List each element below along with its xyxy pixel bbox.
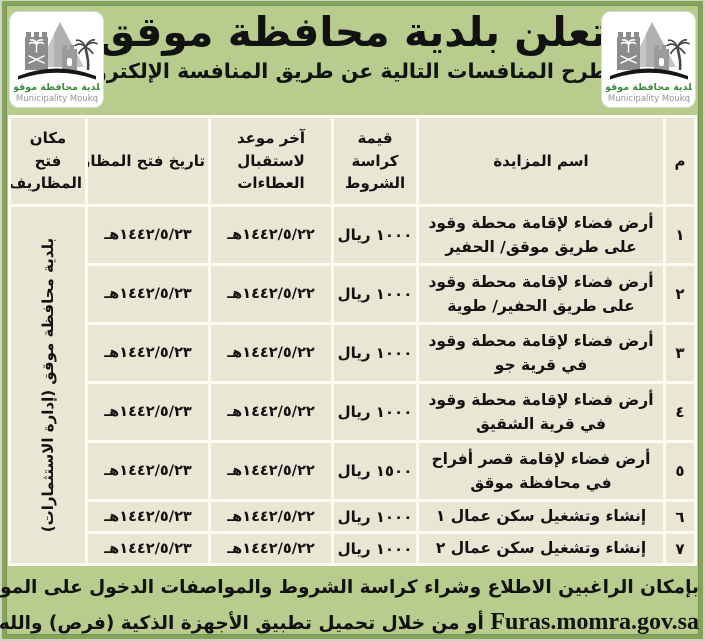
column-header-serial: م <box>666 118 694 204</box>
row-opening-date: ١٤٤٢/٥/٢٣هـ <box>88 384 208 440</box>
row-price: ١٠٠٠ ريال <box>334 207 416 263</box>
row-price: ١٠٠٠ ريال <box>334 384 416 440</box>
municipality-logo-graphic: بلدية محافظة موقق Municipality Moukq <box>606 21 692 104</box>
row-opening-date: ١٤٤٢/٥/٢٣هـ <box>88 534 208 563</box>
opening-place-text: بلدية محافظة موقق (إدارة الاستثمارات) <box>39 237 57 533</box>
row-opening-date: ١٤٤٢/٥/٢٣هـ <box>88 207 208 263</box>
logo-english-text: Municipality Moukq <box>607 94 689 104</box>
header: بلدية محافظة موقق Municipality Moukq <box>6 5 699 111</box>
row-deadline: ١٤٤٢/٥/٢٢هـ <box>211 325 331 381</box>
row-auction-name: أرض فضاء لإقامة محطة وقود على طريق موقق/… <box>419 207 663 263</box>
table-row: ٦ إنشاء وتشغيل سكن عمال ١ ١٠٠٠ ريال ١٤٤٢… <box>11 502 694 531</box>
table-header-row: م اسم المزايدة قيمة كراسة الشروط آخر موع… <box>11 118 694 204</box>
table-row: ٣ أرض فضاء لإقامة محطة وقود في قرية جو ١… <box>11 325 694 381</box>
row-price: ١٠٠٠ ريال <box>334 534 416 563</box>
table-row: ٥ أرض فضاء لإقامة قصر أفراح في محافظة مو… <box>11 443 694 499</box>
logo-arabic-text: بلدية محافظة موقق <box>14 82 100 93</box>
row-serial: ٦ <box>666 502 694 531</box>
palm-tree-icon <box>73 38 98 70</box>
row-auction-name: أرض فضاء لإقامة محطة وقود في قرية الشقيق <box>419 384 663 440</box>
row-auction-name: أرض فضاء لإقامة محطة وقود على طريق الحفي… <box>419 266 663 322</box>
row-price: ١٥٠٠ ريال <box>334 443 416 499</box>
row-deadline: ١٤٤٢/٥/٢٢هـ <box>211 384 331 440</box>
municipality-logo-graphic: بلدية محافظة موقق Municipality Moukq <box>14 21 100 104</box>
table-row: ٤ أرض فضاء لإقامة محطة وقود في قرية الشق… <box>11 384 694 440</box>
table-row: ٧ إنشاء وتشغيل سكن عمال ٢ ١٠٠٠ ريال ١٤٤٢… <box>11 534 694 563</box>
row-serial: ٣ <box>666 325 694 381</box>
ground-swoosh <box>609 68 688 79</box>
column-header-opening: تاريخ فتح المظاريف <box>88 118 208 204</box>
row-price: ١٠٠٠ ريال <box>334 325 416 381</box>
palm-tree-icon <box>665 38 690 70</box>
row-opening-date: ١٤٤٢/٥/٢٣هـ <box>88 502 208 531</box>
announcement-title: تعلن بلدية محافظة موقق <box>98 8 607 56</box>
row-serial: ٥ <box>666 443 694 499</box>
tenders-table: م اسم المزايدة قيمة كراسة الشروط آخر موع… <box>8 115 697 566</box>
column-header-price: قيمة كراسة الشروط <box>334 118 416 204</box>
municipality-logo-right: بلدية محافظة موقق Municipality Moukq <box>602 12 695 107</box>
column-header-name: اسم المزايدة <box>419 118 663 204</box>
row-opening-date: ١٤٤٢/٥/٢٣هـ <box>88 325 208 381</box>
logo-arabic-text: بلدية محافظة موقق <box>606 82 692 93</box>
website-url: Furas.momra.gov.sa <box>490 608 699 635</box>
column-header-place: مكان فتح المظاريف <box>11 118 85 204</box>
row-auction-name: إنشاء وتشغيل سكن عمال ١ <box>419 502 663 531</box>
saudi-emblem-icon <box>27 38 45 64</box>
row-auction-name: إنشاء وتشغيل سكن عمال ٢ <box>419 534 663 563</box>
row-deadline: ١٤٤٢/٥/٢٢هـ <box>211 534 331 563</box>
logo-english-text: Municipality Moukq <box>15 94 97 104</box>
announcement-subtitle: عن طرح المنافسات التالية عن طريق المنافس… <box>57 58 648 83</box>
ground-swoosh <box>17 68 96 79</box>
table-row: ١ أرض فضاء لإقامة محطة وقود على طريق موق… <box>11 207 694 563</box>
row-opening-date: ١٤٤٢/٥/٢٣هـ <box>88 443 208 499</box>
municipality-logo-left: بلدية محافظة موقق Municipality Moukq <box>10 12 103 107</box>
row-price: ١٠٠٠ ريال <box>334 266 416 322</box>
footer-line-2: Furas.momra.gov.sa أو من خلال تحميل تطبي… <box>0 603 699 641</box>
saudi-emblem-icon <box>619 38 637 64</box>
footer-line-1: بإمكان الراغبين الاطلاع وشراء كراسة الشر… <box>0 577 699 598</box>
footer-line-2-text: أو من خلال تحميل تطبيق الأجهزة الذكية (ف… <box>0 612 484 634</box>
table-row: ٢ أرض فضاء لإقامة محطة وقود على طريق الح… <box>11 266 694 322</box>
row-deadline: ١٤٤٢/٥/٢٢هـ <box>211 207 331 263</box>
row-deadline: ١٤٤٢/٥/٢٢هـ <box>211 266 331 322</box>
row-serial: ٤ <box>666 384 694 440</box>
row-serial: ١ <box>666 207 694 263</box>
row-serial: ٧ <box>666 534 694 563</box>
row-deadline: ١٤٤٢/٥/٢٢هـ <box>211 502 331 531</box>
footer: بإمكان الراغبين الاطلاع وشراء كراسة الشر… <box>0 573 699 641</box>
column-header-deadline: آخر موعد لاستقبال العطاءات <box>211 118 331 204</box>
row-serial: ٢ <box>666 266 694 322</box>
row-price: ١٠٠٠ ريال <box>334 502 416 531</box>
opening-place-cell: بلدية محافظة موقق (إدارة الاستثمارات) <box>11 207 85 563</box>
row-opening-date: ١٤٤٢/٥/٢٣هـ <box>88 266 208 322</box>
row-auction-name: أرض فضاء لإقامة قصر أفراح في محافظة موقق <box>419 443 663 499</box>
row-deadline: ١٤٤٢/٥/٢٢هـ <box>211 443 331 499</box>
row-auction-name: أرض فضاء لإقامة محطة وقود في قرية جو <box>419 325 663 381</box>
